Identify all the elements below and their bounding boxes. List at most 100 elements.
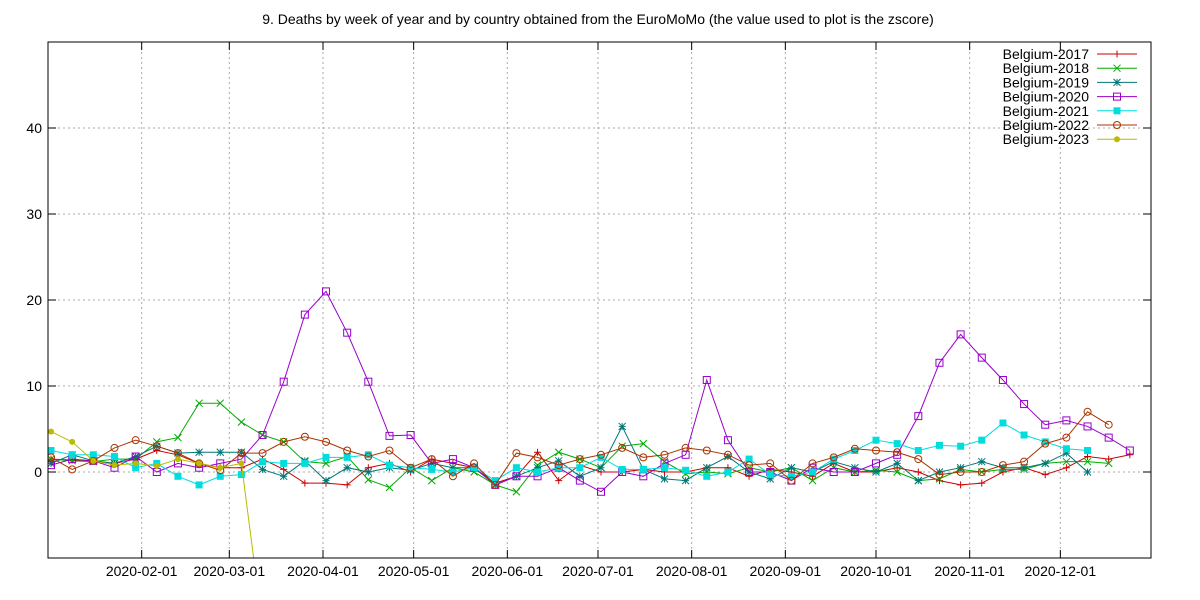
y-tick-label: 0 (34, 464, 42, 480)
data-point (48, 428, 55, 435)
data-point (512, 487, 521, 496)
data-point (660, 450, 669, 459)
data-point (364, 451, 372, 459)
data-point (364, 452, 373, 461)
series-line (50, 411, 1109, 486)
x-tick-label: 2020-05-01 (378, 563, 450, 579)
x-tick-label: 2020-08-01 (656, 563, 728, 579)
x-axis: 2020-02-01 2020-03-01 2020-04-01 2020-05-01… (106, 42, 1096, 579)
data-point (1020, 457, 1029, 466)
data-point (914, 412, 923, 421)
data-point (978, 436, 986, 444)
chart-title: 9. Deaths by week of year and by country… (262, 11, 934, 27)
data-point (449, 468, 457, 476)
data-point (723, 436, 732, 445)
legend-label: Belgium-2019 (1003, 74, 1090, 90)
data-point (1084, 447, 1092, 454)
data-point (1083, 468, 1092, 476)
data-point (428, 465, 436, 473)
data-point (893, 459, 902, 468)
data-point (1041, 471, 1049, 479)
y-axis: 0 10 20 30 40 (26, 120, 1151, 480)
data-point (470, 459, 479, 468)
data-point (681, 443, 690, 452)
data-point (385, 483, 394, 492)
data-point (301, 479, 309, 487)
data-point (1084, 453, 1092, 461)
data-point (174, 456, 181, 463)
data-point (90, 457, 97, 464)
data-point (999, 419, 1007, 427)
data-point (258, 465, 267, 474)
plot-frame (47, 41, 1152, 559)
data-point (872, 459, 881, 468)
data-point (1083, 407, 1092, 416)
data-point (597, 463, 605, 472)
data-point (555, 464, 563, 472)
data-point (639, 465, 647, 473)
data-point (1041, 438, 1049, 446)
data-point (216, 399, 225, 408)
data-point (1104, 433, 1113, 442)
data-point (829, 453, 838, 462)
data-point (977, 468, 986, 476)
data-point (406, 431, 415, 440)
data-point (1113, 78, 1121, 87)
data-point (893, 468, 902, 476)
data-point (385, 431, 394, 440)
data-point (576, 464, 584, 472)
data-point (237, 471, 245, 479)
data-point (195, 448, 203, 457)
series-belgium-2021 (48, 419, 1092, 489)
data-point (702, 446, 711, 455)
data-point (68, 465, 77, 474)
data-point (956, 330, 965, 339)
data-point (914, 476, 923, 485)
data-point (69, 438, 76, 445)
series-group (48, 287, 1134, 558)
legend-label: Belgium-2023 (1003, 131, 1090, 147)
data-point (745, 455, 753, 463)
data-point (998, 375, 1007, 384)
data-point (174, 472, 182, 480)
data-point (999, 463, 1007, 472)
x-tick-label: 2020-10-01 (840, 563, 912, 579)
data-point (957, 481, 965, 489)
data-point (111, 462, 118, 469)
data-point (1062, 457, 1071, 466)
data-point (660, 464, 668, 472)
data-point (343, 328, 352, 337)
x-tick-label: 2020-02-01 (106, 563, 178, 579)
data-point (723, 450, 732, 459)
data-point (850, 463, 859, 472)
data-point (448, 455, 457, 464)
data-point (301, 459, 309, 467)
x-tick-label: 2020-12-01 (1025, 563, 1097, 579)
data-point (470, 464, 478, 472)
data-point (978, 479, 986, 487)
data-point (1113, 107, 1121, 115)
data-point (555, 477, 563, 485)
data-point (914, 455, 923, 464)
data-point (1062, 445, 1070, 453)
data-point (1104, 459, 1113, 468)
data-point (512, 464, 520, 472)
legend-label: Belgium-2017 (1003, 46, 1090, 62)
data-point (300, 432, 309, 441)
data-point (575, 455, 584, 464)
data-point (237, 448, 246, 457)
data-point (322, 453, 330, 461)
data-point (322, 437, 331, 446)
data-point (808, 476, 817, 485)
data-point (1113, 50, 1121, 58)
data-point (639, 439, 648, 448)
data-point (280, 465, 288, 473)
data-point (237, 449, 246, 458)
data-point (449, 463, 457, 472)
data-point (1062, 433, 1071, 442)
data-point (385, 461, 393, 469)
data-point (660, 457, 669, 466)
x-tick-label: 2020-09-01 (750, 563, 822, 579)
data-point (322, 459, 330, 468)
data-point (195, 459, 204, 468)
